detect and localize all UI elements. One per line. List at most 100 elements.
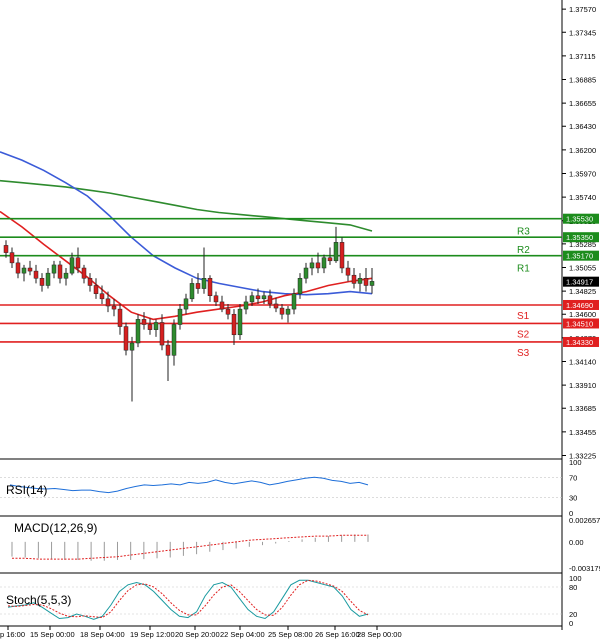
candle-body: [93, 285, 99, 294]
macd-axis-label: 0.002657: [569, 516, 600, 525]
candle-body: [201, 278, 207, 289]
candle-body: [267, 295, 273, 305]
rsi-axis-label: 100: [569, 458, 582, 467]
price-tick-label: 1.35285: [569, 240, 596, 249]
price-tick-label: 1.34825: [569, 287, 596, 296]
candle-body: [81, 267, 87, 279]
time-tick-label: 15 Sep 00:00: [30, 630, 75, 639]
candle-body: [177, 308, 183, 325]
level-price-tag: [563, 318, 599, 329]
candle-body: [219, 301, 225, 310]
price-tick-label: 1.35740: [569, 193, 596, 202]
level-name-label: R1: [517, 264, 530, 275]
candle-body: [273, 303, 279, 309]
stoch-axis-label: 100: [569, 574, 582, 583]
price-tick-label: 1.36655: [569, 99, 596, 108]
candle-body: [255, 295, 261, 300]
candle-body: [171, 324, 177, 356]
current-price-marker: 1.34917: [563, 276, 599, 287]
candle-body: [207, 278, 213, 296]
level-price-tag: [563, 299, 599, 310]
level-price-label: 1.34510: [566, 319, 593, 328]
level-price-label: 1.35170: [566, 252, 593, 261]
stoch-axis-label: 80: [569, 583, 577, 592]
candle-body: [21, 267, 27, 274]
candle-body: [123, 326, 129, 351]
candle-body: [309, 262, 315, 269]
time-tick-label: 22 Sep 04:00: [220, 630, 265, 639]
price-tick-label: 1.36430: [569, 122, 596, 131]
candle-body: [285, 308, 291, 315]
candle-body: [327, 257, 333, 262]
price-tick-label: 1.35055: [569, 263, 596, 272]
candle-body: [321, 257, 327, 269]
candle-body: [363, 278, 369, 286]
candle-body: [291, 293, 297, 310]
candle-body: [369, 281, 375, 286]
candle-body: [147, 324, 153, 330]
candle-body: [111, 305, 117, 310]
candle-body: [195, 283, 201, 289]
level-price-tag: [563, 336, 599, 347]
time-tick-label: 18 Sep 04:00: [80, 630, 125, 639]
candle-body: [45, 272, 51, 286]
time-tick-label: 28 Sep 00:00: [357, 630, 402, 639]
candle-body: [39, 278, 45, 286]
candle-body: [345, 267, 351, 276]
time-tick-label: 26 Sep 16:00: [315, 630, 360, 639]
candle-body: [213, 295, 219, 303]
candle-body: [315, 262, 321, 269]
rsi-axis-label: 0: [569, 509, 573, 518]
stoch-axis-label: 0: [569, 619, 573, 628]
candle-body: [351, 274, 357, 284]
rsi-pane: 100 70 30 0: [0, 458, 582, 518]
price-tick-label: 1.33455: [569, 428, 596, 437]
time-tick-label: 20 Sep 20:00: [175, 630, 220, 639]
candle-body: [129, 342, 135, 351]
level-name-label: R3: [517, 227, 530, 238]
stoch-axis-label: 20: [569, 610, 577, 619]
macd-axis-label: 0.00: [569, 538, 584, 547]
level-name-label: R2: [517, 245, 530, 256]
candle-body: [165, 344, 171, 356]
level-price-label: 1.34690: [566, 301, 593, 310]
stoch-title: Stoch(5,5,3): [6, 593, 71, 607]
price-tick-label: 1.37345: [569, 28, 596, 37]
candle-body: [75, 257, 81, 269]
macd-title: MACD(12,26,9): [14, 521, 97, 535]
candle-body: [69, 257, 75, 274]
price-tick-label: 1.33685: [569, 404, 596, 413]
candlesticks: [3, 226, 375, 402]
current-price-tag: [563, 276, 599, 287]
candle-body: [333, 242, 339, 262]
level-price-tag: [563, 232, 599, 243]
time-tick-label: 19 Sep 12:00: [130, 630, 175, 639]
candle-body: [183, 298, 189, 310]
moving-averages: [0, 151, 373, 321]
candle-body: [57, 264, 63, 279]
current-price-label: 1.34917: [566, 278, 593, 287]
moving-average-line: [0, 151, 373, 296]
level-name-label: S3: [517, 348, 530, 359]
macd-pane: 0.002657 0.00 -0.003179: [11, 516, 600, 573]
time-tick-label: p 16:00: [0, 630, 25, 639]
price-tick-label: 1.36200: [569, 146, 596, 155]
price-tick-label: 1.36885: [569, 76, 596, 85]
candle-body: [105, 298, 111, 307]
price-tick-label: 1.33910: [569, 381, 596, 390]
rsi-line: [9, 476, 369, 494]
candle-body: [249, 295, 255, 303]
moving-average-line: [0, 179, 373, 232]
candle-body: [27, 267, 33, 272]
level-name-label: S1: [517, 311, 530, 322]
candle-body: [3, 245, 9, 253]
candle-body: [141, 319, 147, 325]
candle-body: [87, 278, 93, 286]
rsi-axis-label: 30: [569, 494, 577, 503]
level-price-tag: [563, 250, 599, 261]
candle-body: [117, 308, 123, 327]
candle-body: [261, 295, 267, 300]
level-price-label: 1.35530: [566, 215, 593, 224]
